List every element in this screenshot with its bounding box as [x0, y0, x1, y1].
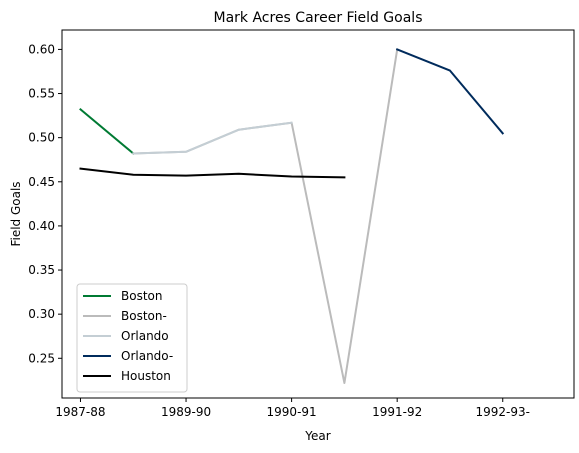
series-line-3 [395, 48, 505, 135]
y-tick-label: 0.60 [28, 42, 55, 56]
legend-label: Orlando- [121, 349, 173, 363]
plot-frame [61, 29, 575, 399]
legend-label: Houston [121, 369, 171, 383]
legend-box [76, 283, 188, 393]
y-tick-label: 0.50 [28, 131, 55, 145]
series-line-4 [79, 167, 346, 179]
y-tick-label: 0.35 [28, 263, 55, 277]
y-tick-label: 0.55 [28, 87, 55, 101]
x-axis-label: Year [304, 429, 330, 443]
y-tick-label: 0.30 [28, 307, 55, 321]
y-tick-label: 0.25 [28, 351, 55, 365]
y-axis-label: Field Goals [9, 181, 23, 246]
legend: Boston Boston- Orlando Orlando- Houston [76, 283, 188, 393]
y-axis: 0.25 0.30 0.35 0.40 0.45 0.50 0.55 0.60 [28, 42, 62, 365]
legend-label: Orlando [121, 329, 169, 343]
x-tick-label: 1989-90 [161, 405, 211, 419]
x-tick-label: 1991-92 [372, 405, 422, 419]
series-line-0 [79, 107, 135, 155]
legend-label: Boston [121, 289, 162, 303]
y-tick-label: 0.45 [28, 175, 55, 189]
x-tick-label: 1990-91 [267, 405, 317, 419]
x-tick-label: 1992-93- [476, 405, 530, 419]
x-axis: 1987-88 1989-90 1990-91 1991-92 1992-93- [55, 398, 530, 419]
legend-label: Boston- [121, 309, 167, 323]
y-tick-label: 0.40 [28, 219, 55, 233]
series-line-2 [132, 121, 293, 155]
series-layer [79, 48, 505, 384]
x-tick-label: 1987-88 [55, 405, 105, 419]
chart-title: Mark Acres Career Field Goals [214, 10, 423, 26]
